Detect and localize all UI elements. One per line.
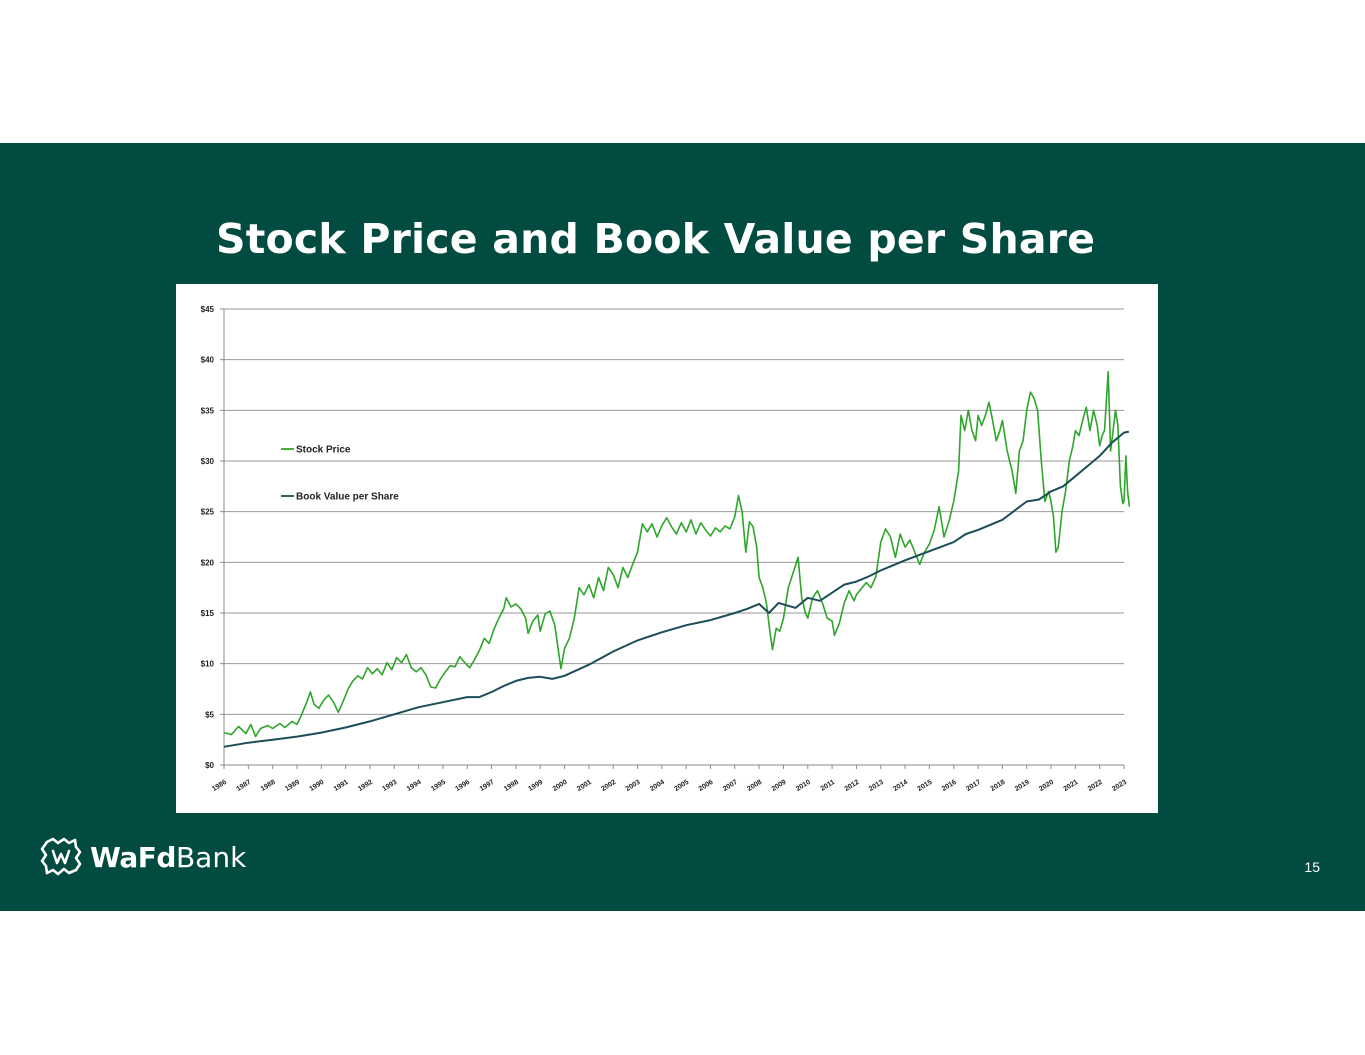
x-tick-label: 2023 bbox=[1111, 779, 1128, 793]
x-tick-label: 2019 bbox=[1014, 779, 1031, 793]
x-tick-label: 1987 bbox=[235, 779, 252, 793]
x-tick-label: 2002 bbox=[600, 779, 617, 793]
x-tick-label: 2005 bbox=[673, 779, 690, 793]
brand-wordmark-bold: WaFd bbox=[90, 840, 176, 874]
stock-book-value-chart: $0 $5 $10 $15 $20 $25 $30 $35 $40 $45 1986 1987 1988… bbox=[201, 305, 1131, 793]
x-tick-label: 2018 bbox=[990, 779, 1007, 793]
page-number: 15 bbox=[1304, 859, 1320, 875]
x-tick-label: 1992 bbox=[357, 779, 374, 793]
wafd-bank-logo: WaFdBank bbox=[38, 833, 246, 881]
legend-label: Stock Price bbox=[296, 445, 351, 456]
x-tick-label: 1997 bbox=[479, 779, 496, 793]
x-tick-label: 2000 bbox=[552, 779, 569, 793]
x-tick-label: 1995 bbox=[430, 779, 447, 793]
x-tick-label: 1993 bbox=[381, 779, 398, 793]
x-tick-label: 2010 bbox=[795, 779, 812, 793]
x-tick-label: 2015 bbox=[917, 779, 934, 793]
x-tick-label: 2004 bbox=[649, 779, 666, 793]
y-tick-label: $25 bbox=[201, 508, 215, 517]
x-tick-label: 2011 bbox=[820, 779, 837, 793]
x-tick-label: 2012 bbox=[844, 779, 861, 793]
x-tick-label: 2022 bbox=[1087, 779, 1104, 793]
x-tick-label: 2008 bbox=[746, 779, 763, 793]
x-tick-label: 2020 bbox=[1038, 779, 1055, 793]
x-tick-label: 2003 bbox=[625, 779, 642, 793]
x-tick-label: 2017 bbox=[965, 779, 982, 793]
x-tick-label: 1991 bbox=[333, 779, 350, 793]
y-tick-label: $30 bbox=[201, 457, 215, 466]
y-tick-label: $0 bbox=[205, 761, 214, 770]
y-tick-label: $5 bbox=[205, 710, 214, 719]
grid-lines bbox=[224, 308, 1124, 766]
x-tick-label: 1986 bbox=[211, 779, 228, 793]
wafd-emblem-icon bbox=[40, 837, 82, 876]
x-tick-label: 2021 bbox=[1062, 779, 1079, 793]
x-tick-label: 2013 bbox=[868, 779, 885, 793]
x-tick-label: 2007 bbox=[722, 779, 739, 793]
legend-label: Book Value per Share bbox=[296, 492, 399, 503]
x-tick-label: 1994 bbox=[406, 779, 423, 793]
x-tick-label: 2014 bbox=[892, 779, 909, 793]
y-tick-label: $10 bbox=[201, 660, 215, 669]
series-lines bbox=[223, 371, 1131, 748]
y-tick-label: $35 bbox=[201, 406, 215, 415]
x-tick-label: 2001 bbox=[576, 779, 593, 793]
page-title: Stock Price and Book Value per Share bbox=[216, 215, 1096, 263]
chart-panel: $0 $5 $10 $15 $20 $25 $30 $35 $40 $45 1986 1987 1988… bbox=[176, 284, 1158, 813]
x-tick-label: 1990 bbox=[308, 779, 325, 793]
y-tick-label: $45 bbox=[201, 305, 215, 314]
slide-background: Stock Price and Book Value per Share $0 $… bbox=[0, 143, 1365, 911]
brand-wordmark-light: Bank bbox=[175, 840, 247, 874]
brand-wordmark: WaFdBank bbox=[90, 841, 246, 874]
x-tick-label: 1998 bbox=[503, 779, 520, 793]
x-tick-label: 2006 bbox=[698, 779, 715, 793]
series-line bbox=[223, 430, 1130, 748]
x-tick-label: 1999 bbox=[527, 779, 544, 793]
x-tick-label: 2016 bbox=[941, 779, 958, 793]
axes: $0 $5 $10 $15 $20 $25 $30 $35 $40 $45 1986 1987 1988… bbox=[201, 305, 1129, 793]
x-tick-label: 1988 bbox=[260, 779, 277, 793]
series-line bbox=[223, 371, 1131, 738]
x-tick-label: 1996 bbox=[454, 779, 471, 793]
y-tick-label: $15 bbox=[201, 609, 215, 618]
x-tick-label: 1989 bbox=[284, 779, 301, 793]
y-tick-label: $40 bbox=[201, 356, 215, 365]
y-tick-label: $20 bbox=[201, 558, 215, 567]
x-tick-label: 2009 bbox=[771, 779, 788, 793]
legend: Stock Price Book Value per Share bbox=[281, 445, 399, 503]
